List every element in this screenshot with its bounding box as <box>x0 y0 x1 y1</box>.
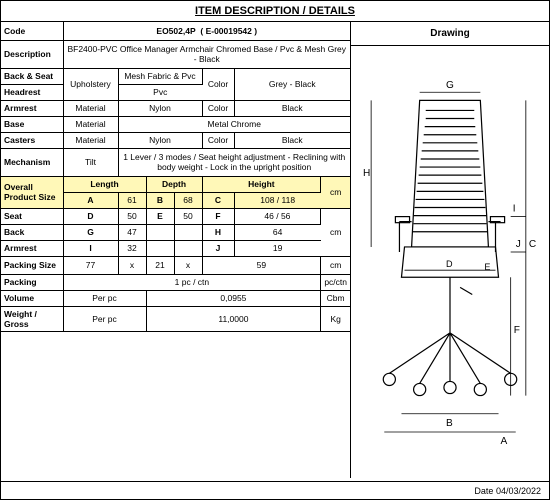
overall-label: Overall Product Size <box>1 176 63 208</box>
volume-value: 0,0955 <box>146 290 321 306</box>
upholstery-label: Upholstery <box>63 68 118 100</box>
volume-label: Volume <box>1 290 63 306</box>
chair-icon: H C I J F G B A D E <box>359 70 541 454</box>
base-label: Base <box>1 116 63 132</box>
back-label: Back <box>1 224 63 240</box>
dim-C: C <box>202 192 234 208</box>
ps-h: 59 <box>202 256 321 274</box>
dim-G: G <box>63 224 118 240</box>
drawing-header: Drawing <box>351 22 549 46</box>
mech-value: 1 Lever / 3 modes / Seat height adjustme… <box>118 148 350 176</box>
headrest-label: Headrest <box>1 84 63 100</box>
volume-per: Per pc <box>63 290 146 306</box>
ca-color: Black <box>234 132 350 148</box>
dim-Hv: 64 <box>234 224 321 240</box>
ps-x2: x <box>174 256 202 274</box>
weight-unit: Kg <box>321 306 350 331</box>
packing-unit: pc/ctn <box>321 274 350 290</box>
svg-text:B: B <box>446 418 453 429</box>
svg-text:E: E <box>484 262 490 272</box>
armrest2-label: Armrest <box>1 240 63 256</box>
armrest-label: Armrest <box>1 100 63 116</box>
dim-Av: 61 <box>118 192 146 208</box>
dims-unit: cm <box>321 208 350 256</box>
ps-unit: cm <box>321 256 350 274</box>
ar-color: Black <box>234 100 350 116</box>
footer-date: Date 04/03/2022 <box>1 481 549 499</box>
dim-J: J <box>202 240 234 256</box>
casters-mat: Nylon <box>118 132 202 148</box>
svg-text:A: A <box>501 436 508 447</box>
mech-sublabel: Tilt <box>63 148 118 176</box>
seat-label: Seat <box>1 208 63 224</box>
weight-per: Per pc <box>63 306 146 331</box>
casters-sublabel: Material <box>63 132 118 148</box>
bs-color-label: Color <box>202 68 234 100</box>
drawing-col: Drawing <box>351 22 549 478</box>
length-label: Length <box>63 176 146 192</box>
code-value: EO502,4P ( E-00019542 ) <box>63 22 350 40</box>
packing-value: 1 pc / ctn <box>63 274 321 290</box>
dim-D: D <box>63 208 118 224</box>
ps-w: 21 <box>146 256 174 274</box>
ca-color-label: Color <box>202 132 234 148</box>
ar-color-label: Color <box>202 100 234 116</box>
dim-A: A <box>63 192 118 208</box>
packing-label: Packing <box>1 274 63 290</box>
depth-label: Depth <box>146 176 202 192</box>
svg-text:H: H <box>363 168 370 179</box>
dim-E: E <box>146 208 174 224</box>
backseat-label: Back & Seat <box>1 68 63 84</box>
dim-B: B <box>146 192 174 208</box>
spec-sheet: ITEM DESCRIPTION / DETAILS CodeEO502,4P … <box>0 0 550 500</box>
desc-label: Description <box>1 40 63 68</box>
svg-text:G: G <box>446 80 454 91</box>
armrest-sublabel: Material <box>63 100 118 116</box>
armrest-mat: Nylon <box>118 100 202 116</box>
svg-text:F: F <box>514 325 520 336</box>
dim-Cv: 108 / 118 <box>234 192 321 208</box>
dim-Bv: 68 <box>174 192 202 208</box>
dim-Jv: 19 <box>234 240 321 256</box>
dim-I: I <box>63 240 118 256</box>
dim-F: F <box>202 208 234 224</box>
dim-Iv: 32 <box>118 240 146 256</box>
headrest-mat: Pvc <box>118 84 202 100</box>
packsize-label: Packing Size <box>1 256 63 274</box>
spec-table: CodeEO502,4P ( E-00019542 ) DescriptionB… <box>1 22 350 332</box>
dim-Dv: 50 <box>118 208 146 224</box>
ps-l: 77 <box>63 256 118 274</box>
svg-text:J: J <box>516 239 521 250</box>
dim-Gv: 47 <box>118 224 146 240</box>
dim-Fv: 46 / 56 <box>234 208 321 224</box>
dim-H: H <box>202 224 234 240</box>
desc-value: BF2400-PVC Office Manager Armchair Chrom… <box>63 40 350 68</box>
weight-label: Weight / Gross <box>1 306 63 331</box>
main-area: CodeEO502,4P ( E-00019542 ) DescriptionB… <box>1 22 549 478</box>
weight-value: 11,0000 <box>146 306 321 331</box>
page-title: ITEM DESCRIPTION / DETAILS <box>1 1 549 22</box>
drawing-area: H C I J F G B A D E <box>351 46 549 478</box>
overall-unit: cm <box>321 176 350 208</box>
volume-unit: Cbm <box>321 290 350 306</box>
base-sublabel: Material <box>63 116 118 132</box>
height-label: Height <box>202 176 321 192</box>
base-mat: Metal Chrome <box>118 116 350 132</box>
spec-table-area: CodeEO502,4P ( E-00019542 ) DescriptionB… <box>1 22 351 478</box>
ps-x1: x <box>118 256 146 274</box>
code-label: Code <box>1 22 63 40</box>
svg-text:I: I <box>513 203 516 214</box>
svg-text:C: C <box>529 239 536 250</box>
dim-Ev: 50 <box>174 208 202 224</box>
casters-label: Casters <box>1 132 63 148</box>
mech-label: Mechanism <box>1 148 63 176</box>
svg-text:D: D <box>446 259 453 269</box>
backseat-mat: Mesh Fabric & Pvc <box>118 68 202 84</box>
bs-color: Grey - Black <box>234 68 350 100</box>
